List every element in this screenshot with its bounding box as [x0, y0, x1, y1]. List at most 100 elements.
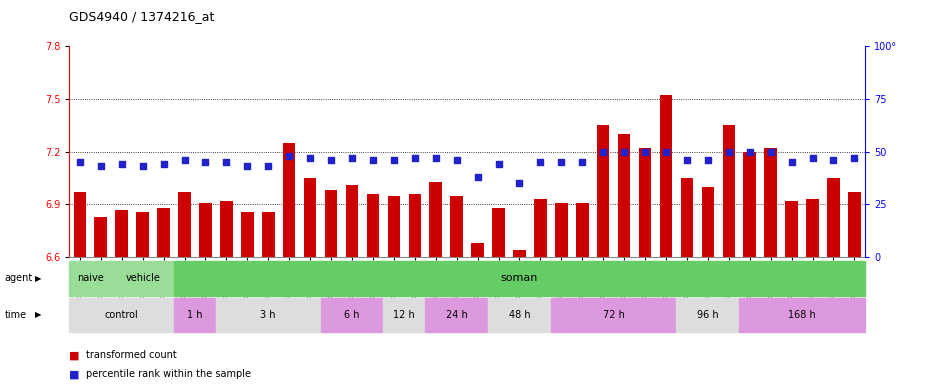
Bar: [827, 178, 840, 257]
Bar: [555, 203, 568, 257]
Text: time: time: [5, 310, 27, 320]
Text: 12 h: 12 h: [393, 310, 415, 320]
Bar: [848, 192, 860, 257]
Point: [93, 163, 108, 169]
Point: [847, 155, 862, 161]
Bar: [69, 298, 174, 332]
Point: [700, 157, 715, 163]
Bar: [366, 194, 379, 257]
Bar: [74, 192, 86, 257]
Bar: [325, 190, 338, 257]
Point: [659, 149, 673, 155]
Point: [387, 157, 401, 163]
Point: [282, 153, 297, 159]
Text: ■: ■: [69, 369, 80, 379]
Bar: [241, 212, 253, 257]
Point: [470, 174, 485, 180]
Bar: [739, 298, 865, 332]
Point: [596, 149, 611, 155]
Point: [115, 161, 130, 167]
Bar: [701, 187, 714, 257]
Point: [72, 159, 87, 166]
Text: 96 h: 96 h: [697, 310, 719, 320]
Bar: [472, 243, 484, 257]
Text: 168 h: 168 h: [788, 310, 816, 320]
Point: [177, 157, 191, 163]
Text: ▶: ▶: [35, 310, 42, 319]
Bar: [174, 298, 216, 332]
Bar: [492, 208, 505, 257]
Bar: [681, 178, 693, 257]
Point: [763, 149, 778, 155]
Bar: [576, 203, 588, 257]
Text: naive: naive: [77, 273, 104, 283]
Text: transformed count: transformed count: [86, 350, 177, 360]
Text: GDS4940 / 1374216_at: GDS4940 / 1374216_at: [69, 10, 215, 23]
Text: 48 h: 48 h: [509, 310, 530, 320]
Point: [219, 159, 234, 166]
Point: [743, 149, 758, 155]
Text: agent: agent: [5, 273, 33, 283]
Bar: [676, 298, 739, 332]
Bar: [111, 261, 174, 296]
Bar: [303, 178, 316, 257]
Point: [826, 157, 841, 163]
Bar: [346, 185, 358, 257]
Bar: [597, 125, 610, 257]
Bar: [660, 95, 672, 257]
Text: 72 h: 72 h: [603, 310, 624, 320]
Bar: [216, 298, 321, 332]
Point: [722, 149, 736, 155]
Point: [574, 159, 589, 166]
Bar: [764, 148, 777, 257]
Bar: [157, 208, 170, 257]
Bar: [409, 194, 421, 257]
Bar: [551, 298, 676, 332]
Text: 3 h: 3 h: [261, 310, 276, 320]
Bar: [94, 217, 107, 257]
Point: [680, 157, 695, 163]
Point: [491, 161, 506, 167]
Bar: [744, 152, 756, 257]
Bar: [429, 182, 442, 257]
Point: [156, 161, 171, 167]
Text: ▶: ▶: [35, 274, 42, 283]
Text: 24 h: 24 h: [446, 310, 467, 320]
Bar: [722, 125, 735, 257]
Bar: [199, 203, 212, 257]
Text: vehicle: vehicle: [125, 273, 160, 283]
Text: control: control: [105, 310, 139, 320]
Bar: [69, 261, 111, 296]
Bar: [639, 148, 651, 257]
Bar: [807, 199, 819, 257]
Text: ■: ■: [69, 350, 80, 360]
Point: [261, 163, 276, 169]
Text: percentile rank within the sample: percentile rank within the sample: [86, 369, 251, 379]
Point: [302, 155, 317, 161]
Bar: [513, 250, 525, 257]
Bar: [283, 143, 295, 257]
Point: [407, 155, 422, 161]
Bar: [174, 261, 865, 296]
Point: [512, 180, 527, 186]
Point: [365, 157, 380, 163]
Point: [198, 159, 213, 166]
Bar: [618, 134, 631, 257]
Bar: [116, 210, 128, 257]
Point: [637, 149, 652, 155]
Text: 6 h: 6 h: [344, 310, 360, 320]
Bar: [426, 298, 488, 332]
Bar: [321, 298, 383, 332]
Bar: [488, 298, 551, 332]
Point: [345, 155, 360, 161]
Text: soman: soman: [500, 273, 538, 283]
Bar: [450, 196, 462, 257]
Point: [554, 159, 569, 166]
Bar: [179, 192, 191, 257]
Point: [324, 157, 339, 163]
Bar: [262, 212, 275, 257]
Point: [240, 163, 254, 169]
Bar: [388, 196, 401, 257]
Bar: [136, 212, 149, 257]
Text: 1 h: 1 h: [187, 310, 203, 320]
